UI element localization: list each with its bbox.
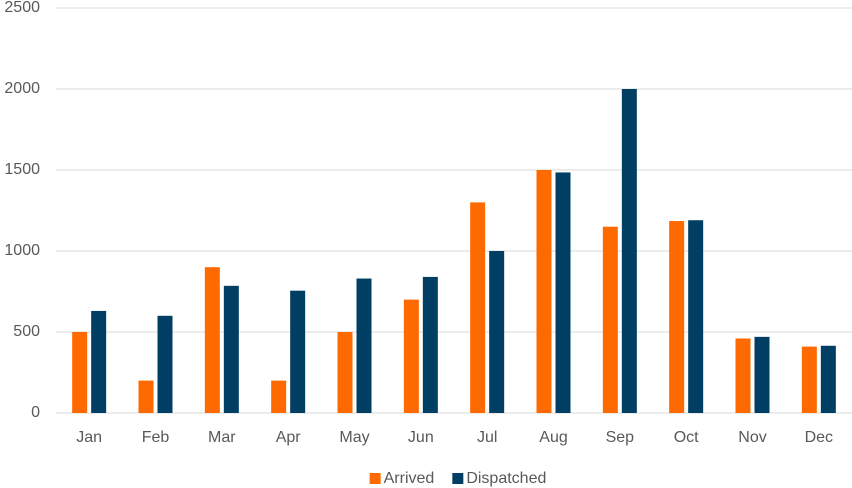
x-tick-label: Sep [606,429,635,446]
bar [290,290,306,413]
bar [422,276,438,413]
bar [602,226,618,413]
x-tick-label: Jan [76,429,102,446]
bar [555,172,571,413]
y-tick-label: 2000 [4,80,40,97]
bar [91,310,107,413]
bar [204,267,220,413]
bar [536,170,552,413]
bar [356,278,372,413]
bar [688,220,704,413]
x-tick-label: Jul [477,429,497,446]
y-tick-label: 1500 [4,161,40,178]
bar [621,89,637,413]
bar [223,285,239,413]
x-tick-label: Jun [408,429,434,446]
legend-label: Arrived [384,470,435,487]
x-tick-label: Aug [539,429,567,446]
y-tick-label: 2500 [4,0,40,16]
bar [669,221,685,413]
legend-label: Dispatched [466,470,546,487]
x-tick-label: Mar [208,429,236,446]
bar [157,315,173,413]
bar [735,338,751,413]
x-tick-label: Feb [142,429,170,446]
bar [72,332,88,413]
legend-swatch [369,473,381,484]
bar [489,251,505,413]
bar [337,332,353,413]
y-tick-label: 1000 [4,242,40,259]
bar [403,299,419,413]
legend-swatch [452,473,464,484]
bar [801,346,817,413]
y-tick-label: 0 [31,404,40,421]
x-tick-label: Oct [674,429,699,446]
x-tick-label: Nov [738,429,766,446]
x-tick-label: Apr [276,429,302,446]
bar [754,336,770,413]
x-tick-label: Dec [805,429,833,446]
bar [271,380,287,413]
bar [138,380,154,413]
y-tick-label: 500 [13,323,40,340]
bar [470,202,486,413]
bar [820,345,836,413]
x-tick-label: May [339,429,369,446]
